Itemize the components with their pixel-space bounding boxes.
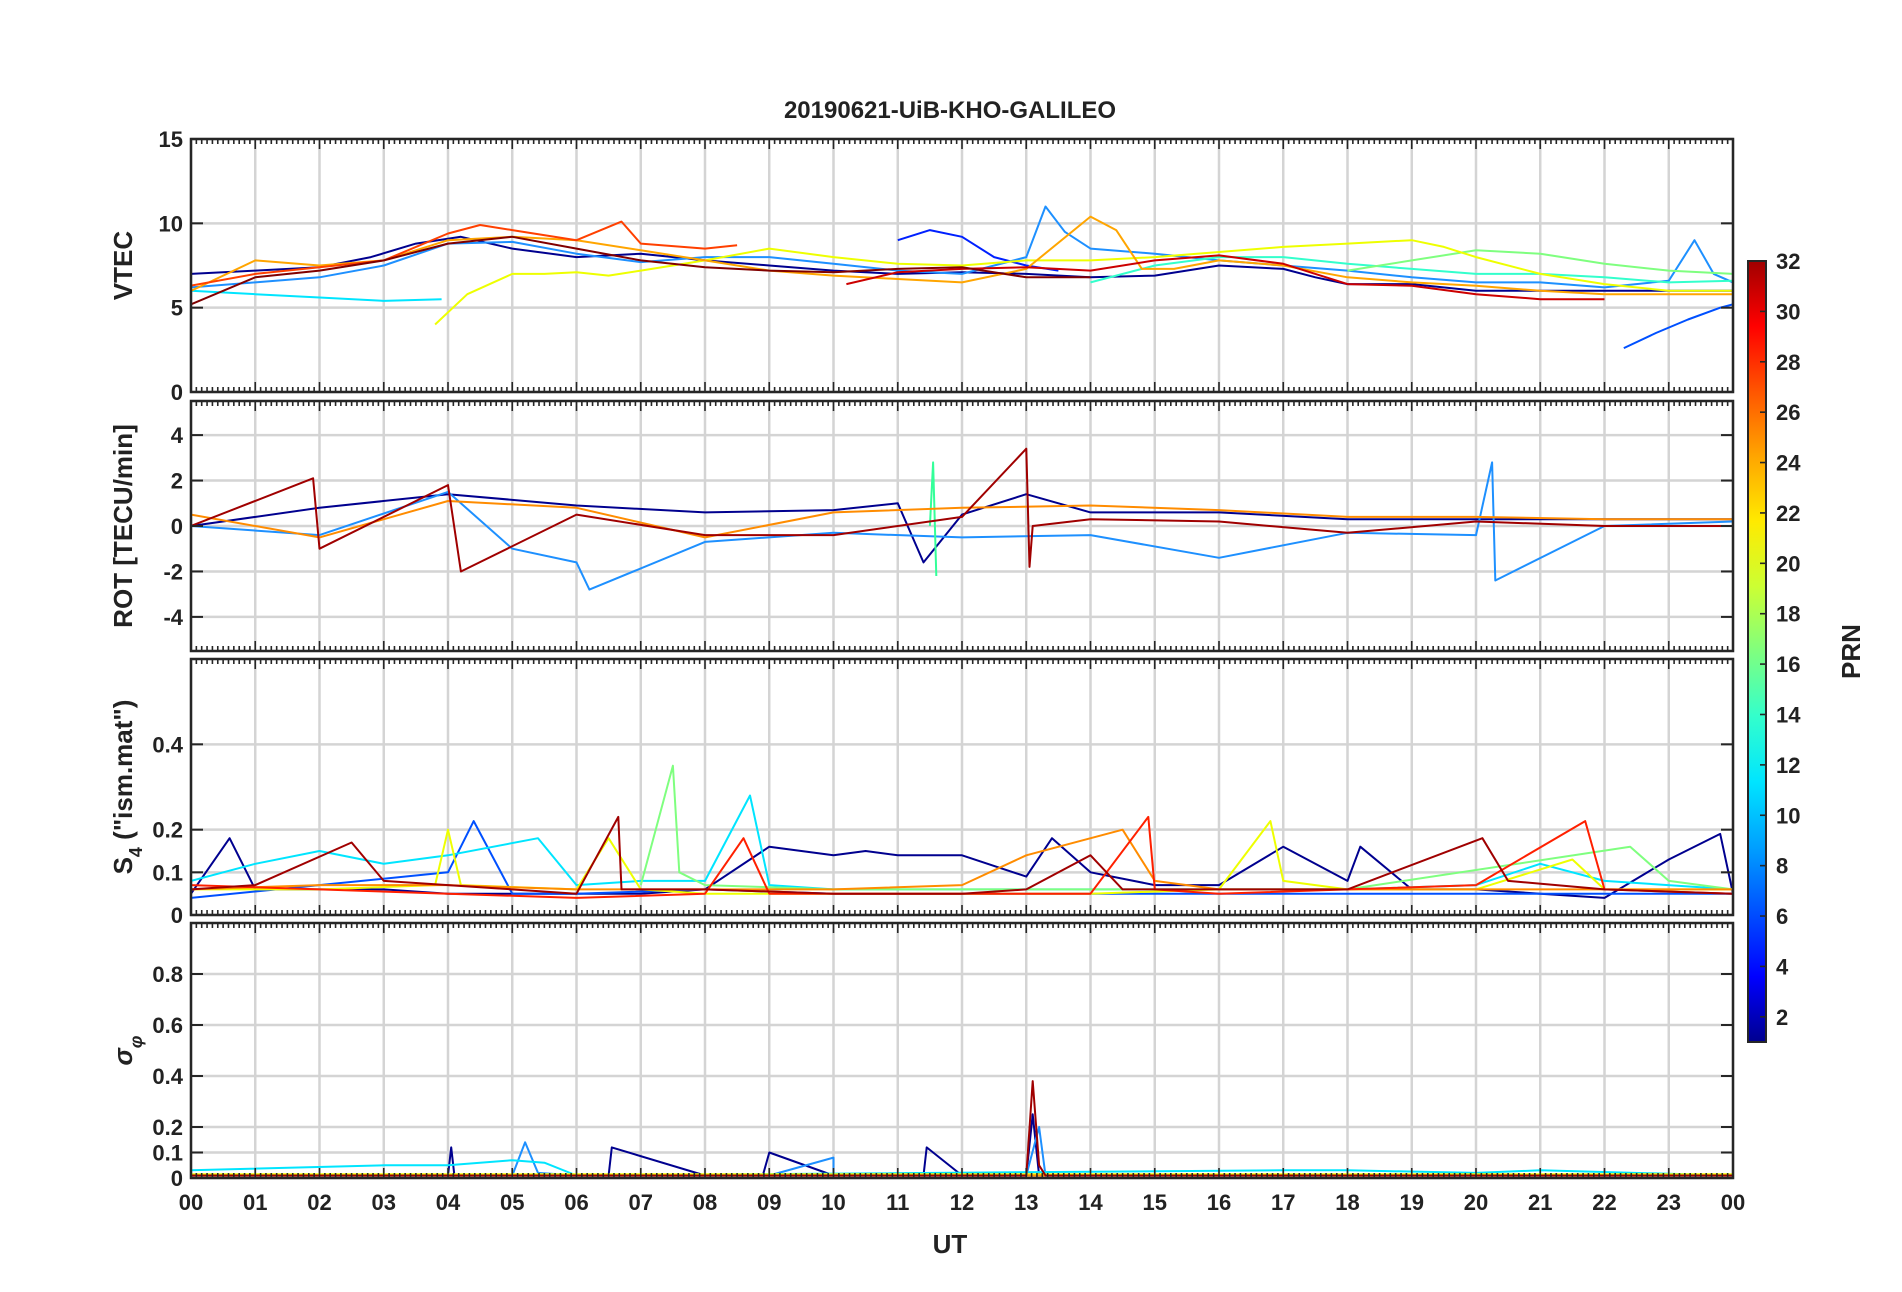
y-tick-label: 0 xyxy=(171,514,183,539)
colorbar-tick-label: 6 xyxy=(1776,904,1788,929)
x-tick-label: 21 xyxy=(1528,1190,1552,1215)
y-axis-label: ROT [TECU/min] xyxy=(108,424,138,628)
colorbar-tick-label: 28 xyxy=(1776,350,1800,375)
colorbar-label: PRN xyxy=(1836,624,1866,679)
colorbar-tick-label: 14 xyxy=(1776,702,1801,727)
x-tick-label: 01 xyxy=(243,1190,267,1215)
series-line-9 xyxy=(191,215,1733,296)
colorbar-tick-label: 20 xyxy=(1776,551,1800,576)
x-tick-label: 00 xyxy=(1721,1190,1745,1215)
series-group xyxy=(191,447,1733,591)
series-line-3 xyxy=(1623,303,1733,350)
colorbar-tick-label: 16 xyxy=(1776,652,1800,677)
y-tick-label: 0.4 xyxy=(152,732,183,757)
colorbar-tick-label: 10 xyxy=(1776,803,1800,828)
x-tick-label: 08 xyxy=(693,1190,717,1215)
series-line-12 xyxy=(191,235,1091,306)
series-line-7 xyxy=(191,815,1733,899)
series-line-6 xyxy=(191,828,1733,891)
series-line-6 xyxy=(1090,256,1733,284)
colorbar-gradient xyxy=(1747,260,1767,1043)
y-tick-label: 0.1 xyxy=(152,860,183,885)
series-line-7 xyxy=(1347,249,1733,275)
x-axis-label: UT xyxy=(933,1229,968,1259)
y-tick-label: 0 xyxy=(171,903,183,928)
x-tick-label: 14 xyxy=(1078,1190,1103,1215)
colorbar-tick-label: 30 xyxy=(1776,299,1800,324)
x-tick-label: 16 xyxy=(1207,1190,1231,1215)
x-tick-label: 20 xyxy=(1464,1190,1488,1215)
y-tick-label: -4 xyxy=(163,605,183,630)
x-tick-label: 00 xyxy=(179,1190,203,1215)
series-line-8 xyxy=(434,239,1733,326)
y-tick-label: 0.1 xyxy=(152,1141,183,1166)
series-line-2 xyxy=(191,461,1733,591)
y-tick-label: 15 xyxy=(159,127,183,152)
panel-4: 00.10.2 0.4 0.6 0.8 σφ 00 01 02 03 04 05 06 07 08 09 10… xyxy=(108,921,1745,1215)
x-tick-label: 10 xyxy=(821,1190,845,1215)
series-group xyxy=(191,205,1733,350)
series-line-5 xyxy=(191,289,442,302)
series-line-4 xyxy=(191,205,1733,289)
series-line-2 xyxy=(897,229,1059,272)
x-tick-label: 15 xyxy=(1143,1190,1167,1215)
panel-1: 0 5 10 15 VTEC xyxy=(108,127,1735,405)
series-line-3 xyxy=(928,461,938,577)
series-group xyxy=(191,764,1733,899)
x-tick-label: 17 xyxy=(1271,1190,1295,1215)
colorbar-tick-label: 4 xyxy=(1776,954,1789,979)
x-tick-label: 09 xyxy=(757,1190,781,1215)
series-line-4 xyxy=(191,500,1733,539)
x-tick-label: 22 xyxy=(1592,1190,1616,1215)
colorbar-tick-label: 26 xyxy=(1776,400,1800,425)
series-line-1 xyxy=(191,493,1733,564)
y-tick-label: 2 xyxy=(171,469,183,494)
x-tick-label: 04 xyxy=(436,1190,461,1215)
x-tick-label: 11 xyxy=(886,1190,909,1215)
y-tick-label: -2 xyxy=(163,559,183,584)
series-line-8 xyxy=(191,815,1733,895)
colorbar-tick-label: 22 xyxy=(1776,501,1800,526)
x-tick-label: 13 xyxy=(1014,1190,1038,1215)
colorbar-tick-label: 24 xyxy=(1776,451,1801,476)
y-tick-label: 0.8 xyxy=(152,962,183,987)
series-line-10 xyxy=(191,220,738,287)
panel-3: 0 0.1 0.2 0.4S4 ("ism.mat") xyxy=(108,657,1735,928)
x-tick-label: 19 xyxy=(1400,1190,1424,1215)
chart-title: 20190621-UiB-KHO-GALILEO xyxy=(784,97,1116,124)
y-axis-label: S4 ("ism.mat") xyxy=(108,700,146,875)
colorbar-tick-label: 12 xyxy=(1776,753,1800,778)
colorbar-tick-label: 32 xyxy=(1776,249,1800,274)
x-tick-label: 23 xyxy=(1657,1190,1681,1215)
series-line-11 xyxy=(846,254,1605,301)
x-tick-label: 18 xyxy=(1335,1190,1359,1215)
y-tick-label: 5 xyxy=(171,296,183,321)
y-tick-label: 0.6 xyxy=(152,1013,183,1038)
y-tick-label: 0.4 xyxy=(152,1064,183,1089)
x-tick-label: 02 xyxy=(307,1190,331,1215)
colorbar-tick-label: 2 xyxy=(1776,1005,1788,1030)
colorbar-tick-label: 18 xyxy=(1776,602,1800,627)
y-axis-label: σφ xyxy=(108,1035,146,1065)
colorbar-tick-label: 8 xyxy=(1776,854,1788,879)
y-tick-label: 10 xyxy=(159,211,183,236)
series-line-5 xyxy=(191,447,1733,573)
x-tick-label: 12 xyxy=(950,1190,974,1215)
x-tick-label: 03 xyxy=(372,1190,396,1215)
y-tick-label: 0.2 xyxy=(152,1115,183,1140)
y-tick-label: 0 xyxy=(171,380,183,405)
x-tick-label: 05 xyxy=(500,1190,524,1215)
x-tick-label: 07 xyxy=(629,1190,653,1215)
panel-2: -4 -2 0 2 4 ROT [TECU/min] xyxy=(108,399,1735,653)
x-tick-label: 06 xyxy=(564,1190,588,1215)
y-tick-label: 0.2 xyxy=(152,818,183,843)
y-tick-label: 0 xyxy=(171,1166,183,1191)
y-axis-label: VTEC xyxy=(108,231,138,301)
y-tick-label: 4 xyxy=(171,423,184,448)
